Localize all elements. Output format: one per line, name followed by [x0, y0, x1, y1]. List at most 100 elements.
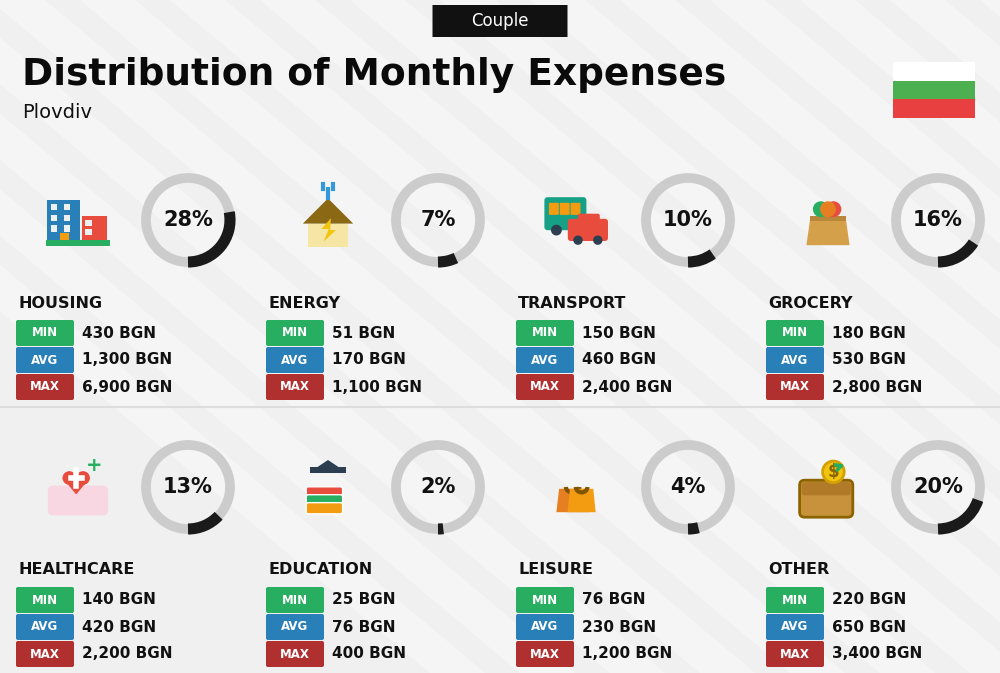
Text: 1,300 BGN: 1,300 BGN [82, 353, 172, 367]
Text: 1,200 BGN: 1,200 BGN [582, 647, 672, 662]
FancyBboxPatch shape [51, 215, 57, 221]
Text: AVG: AVG [281, 353, 309, 367]
Text: MAX: MAX [280, 380, 310, 394]
FancyBboxPatch shape [766, 614, 824, 640]
FancyBboxPatch shape [306, 487, 343, 498]
Text: 25 BGN: 25 BGN [332, 592, 396, 608]
Text: 140 BGN: 140 BGN [82, 592, 156, 608]
Text: 230 BGN: 230 BGN [582, 620, 656, 635]
FancyBboxPatch shape [310, 467, 346, 472]
Text: 2,200 BGN: 2,200 BGN [82, 647, 173, 662]
Polygon shape [80, 0, 935, 673]
FancyBboxPatch shape [51, 204, 57, 210]
Text: Distribution of Monthly Expenses: Distribution of Monthly Expenses [22, 57, 726, 93]
FancyBboxPatch shape [64, 204, 70, 210]
Text: MAX: MAX [780, 647, 810, 660]
Text: AVG: AVG [31, 621, 59, 633]
FancyBboxPatch shape [266, 347, 324, 373]
Text: MAX: MAX [30, 380, 60, 394]
Polygon shape [0, 0, 845, 673]
Circle shape [551, 225, 562, 236]
FancyBboxPatch shape [516, 614, 574, 640]
Circle shape [823, 461, 844, 483]
Circle shape [593, 236, 602, 245]
Text: Plovdiv: Plovdiv [22, 102, 92, 122]
Text: 3,400 BGN: 3,400 BGN [832, 647, 922, 662]
FancyBboxPatch shape [516, 641, 574, 667]
Text: 28%: 28% [163, 210, 213, 230]
FancyBboxPatch shape [48, 486, 108, 516]
FancyBboxPatch shape [571, 203, 580, 215]
FancyBboxPatch shape [516, 587, 574, 613]
Text: MAX: MAX [280, 647, 310, 660]
FancyBboxPatch shape [16, 614, 74, 640]
Polygon shape [806, 220, 850, 245]
Circle shape [820, 201, 836, 217]
Polygon shape [170, 0, 1000, 673]
Polygon shape [303, 199, 353, 223]
Circle shape [76, 471, 90, 485]
FancyBboxPatch shape [544, 197, 586, 230]
FancyBboxPatch shape [810, 217, 846, 221]
Text: 530 BGN: 530 BGN [832, 353, 906, 367]
FancyBboxPatch shape [306, 495, 343, 506]
FancyBboxPatch shape [766, 587, 824, 613]
FancyBboxPatch shape [266, 614, 324, 640]
FancyBboxPatch shape [64, 215, 70, 221]
Polygon shape [800, 0, 1000, 673]
FancyBboxPatch shape [308, 223, 348, 247]
FancyBboxPatch shape [766, 320, 824, 346]
FancyBboxPatch shape [266, 374, 324, 400]
FancyBboxPatch shape [16, 347, 74, 373]
Text: AVG: AVG [531, 353, 559, 367]
FancyBboxPatch shape [51, 225, 57, 232]
FancyBboxPatch shape [802, 482, 851, 495]
Text: MIN: MIN [282, 594, 308, 606]
Circle shape [63, 471, 76, 485]
Text: 76 BGN: 76 BGN [332, 620, 396, 635]
Text: 1,100 BGN: 1,100 BGN [332, 380, 422, 394]
Polygon shape [0, 0, 755, 673]
Text: 76 BGN: 76 BGN [582, 592, 646, 608]
FancyBboxPatch shape [766, 641, 824, 667]
Text: 2,400 BGN: 2,400 BGN [582, 380, 672, 394]
FancyBboxPatch shape [266, 587, 324, 613]
Text: MIN: MIN [532, 326, 558, 339]
Text: ENERGY: ENERGY [268, 295, 340, 310]
Polygon shape [440, 0, 1000, 673]
Text: 51 BGN: 51 BGN [332, 326, 395, 341]
Text: AVG: AVG [281, 621, 309, 633]
Text: AVG: AVG [531, 621, 559, 633]
Text: 7%: 7% [420, 210, 456, 230]
FancyBboxPatch shape [266, 320, 324, 346]
Bar [893, 62, 975, 81]
Bar [893, 81, 975, 100]
FancyBboxPatch shape [766, 347, 824, 373]
Text: TRANSPORT: TRANSPORT [518, 295, 626, 310]
Text: 430 BGN: 430 BGN [82, 326, 156, 341]
Polygon shape [0, 0, 575, 673]
Text: 13%: 13% [163, 477, 213, 497]
Text: 220 BGN: 220 BGN [832, 592, 906, 608]
Polygon shape [0, 0, 665, 673]
Text: 170 BGN: 170 BGN [332, 353, 406, 367]
FancyBboxPatch shape [85, 229, 92, 236]
Polygon shape [980, 0, 1000, 673]
Text: 20%: 20% [913, 477, 963, 497]
Text: Couple: Couple [471, 12, 529, 30]
Polygon shape [620, 0, 1000, 673]
FancyBboxPatch shape [82, 217, 107, 240]
Bar [893, 100, 975, 118]
FancyBboxPatch shape [16, 641, 74, 667]
Text: MIN: MIN [532, 594, 558, 606]
Text: 2%: 2% [420, 477, 456, 497]
Text: AVG: AVG [31, 353, 59, 367]
Polygon shape [530, 0, 1000, 673]
Polygon shape [710, 0, 1000, 673]
FancyBboxPatch shape [47, 200, 80, 240]
Polygon shape [0, 0, 485, 673]
FancyBboxPatch shape [46, 240, 110, 246]
Text: MAX: MAX [530, 647, 560, 660]
Text: 400 BGN: 400 BGN [332, 647, 406, 662]
Text: MAX: MAX [30, 647, 60, 660]
